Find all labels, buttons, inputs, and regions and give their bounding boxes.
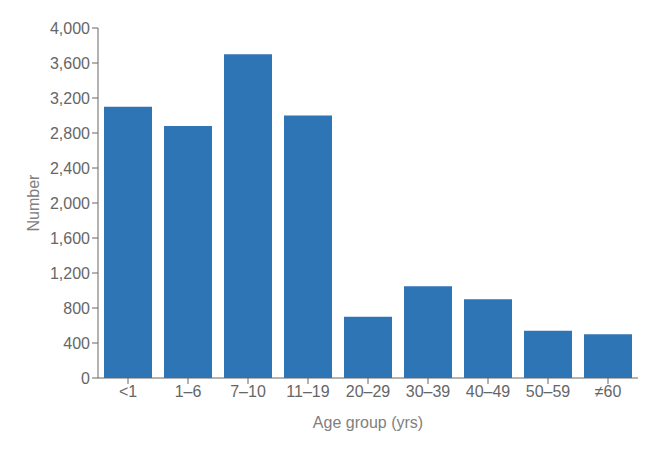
svg-text:1–6: 1–6 — [175, 383, 202, 400]
svg-text:1,600: 1,600 — [50, 230, 90, 247]
svg-text:3,200: 3,200 — [50, 90, 90, 107]
svg-text:2,800: 2,800 — [50, 125, 90, 142]
svg-text:800: 800 — [63, 300, 90, 317]
svg-text:2,400: 2,400 — [50, 160, 90, 177]
svg-text:30–39: 30–39 — [406, 383, 451, 400]
svg-text:7–10: 7–10 — [230, 383, 266, 400]
svg-text:4,000: 4,000 — [50, 20, 90, 37]
svg-text:400: 400 — [63, 335, 90, 352]
svg-text:3,600: 3,600 — [50, 55, 90, 72]
svg-text:1,200: 1,200 — [50, 265, 90, 282]
svg-text:0: 0 — [81, 370, 90, 387]
svg-text:Number: Number — [25, 174, 42, 232]
svg-text:2,000: 2,000 — [50, 195, 90, 212]
svg-text:20–29: 20–29 — [346, 383, 391, 400]
svg-text:<1: <1 — [119, 383, 137, 400]
svg-text:40–49: 40–49 — [466, 383, 511, 400]
svg-text:≠60: ≠60 — [595, 383, 622, 400]
svg-text:11–19: 11–19 — [286, 383, 329, 400]
svg-text:Age group (yrs): Age group (yrs) — [313, 414, 423, 431]
svg-text:50–59: 50–59 — [526, 383, 571, 400]
